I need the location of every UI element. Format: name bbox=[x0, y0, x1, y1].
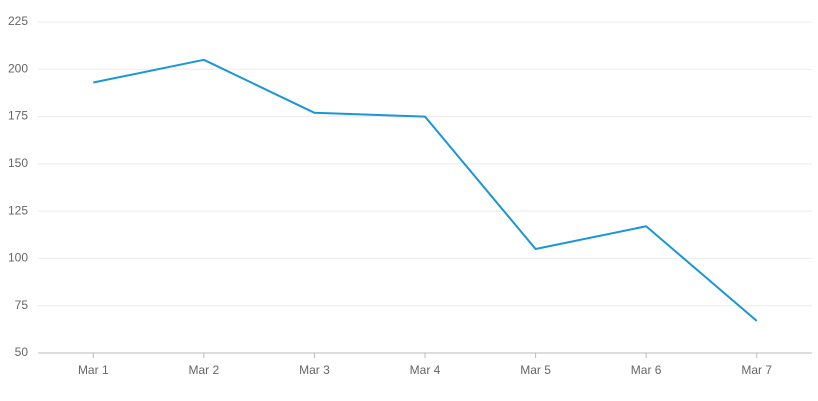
y-tick-label: 150 bbox=[8, 156, 28, 170]
y-tick-label: 225 bbox=[8, 14, 28, 28]
x-tick-label: Mar 4 bbox=[410, 363, 441, 377]
y-tick-label: 75 bbox=[15, 298, 29, 312]
x-tick-label: Mar 3 bbox=[299, 363, 330, 377]
y-tick-label: 100 bbox=[8, 251, 28, 265]
x-tick-label: Mar 6 bbox=[631, 363, 662, 377]
y-tick-label: 175 bbox=[8, 109, 28, 123]
y-tick-label: 50 bbox=[15, 345, 29, 359]
x-tick-label: Mar 5 bbox=[520, 363, 551, 377]
line-series bbox=[93, 58, 758, 322]
x-tick-label: Mar 2 bbox=[189, 363, 220, 377]
y-tick-label: 125 bbox=[8, 203, 28, 217]
x-tick-label: Mar 1 bbox=[78, 363, 109, 377]
x-tick-label: Mar 7 bbox=[741, 363, 772, 377]
y-tick-label: 200 bbox=[8, 61, 28, 75]
